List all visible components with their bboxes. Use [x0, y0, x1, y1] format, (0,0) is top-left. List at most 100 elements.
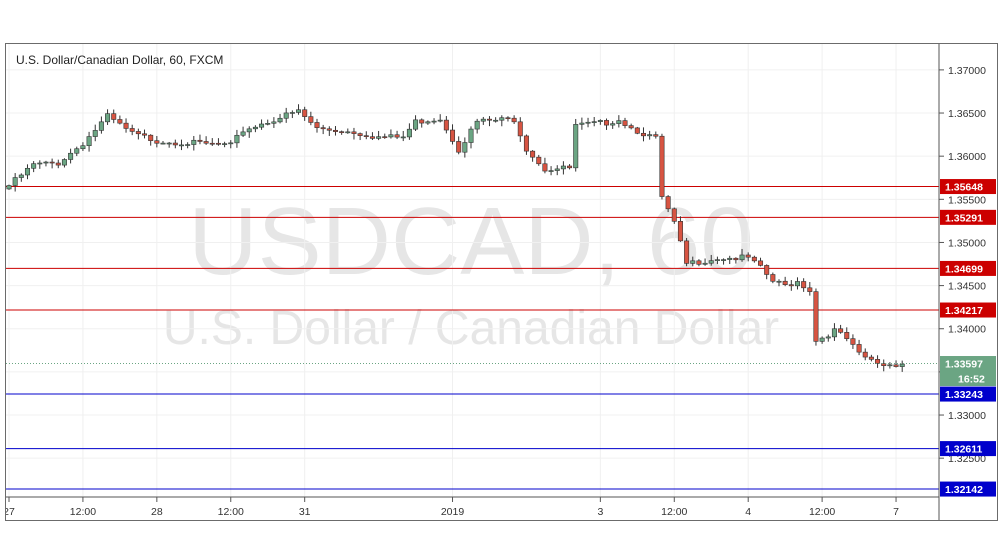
candle [702, 262, 708, 265]
x-tick-label: 12:00 [70, 506, 96, 518]
candle [240, 131, 246, 136]
candle [178, 144, 184, 147]
candle [332, 129, 338, 132]
candle [345, 131, 351, 134]
y-tick-label: 1.34500 [948, 281, 986, 293]
candle [382, 136, 388, 138]
candle [271, 121, 277, 124]
resistance-label: 1.34217 [945, 305, 983, 317]
candle [92, 130, 98, 137]
candle [733, 257, 739, 261]
y-tick-label: 1.36000 [948, 151, 986, 163]
support-label: 1.33243 [945, 389, 983, 401]
candle [887, 364, 893, 367]
candle [604, 120, 610, 126]
candle [80, 145, 86, 150]
candle [893, 364, 899, 367]
candle [684, 240, 690, 264]
watermark-symbol: USDCAD, 60 [188, 188, 754, 295]
candle [406, 128, 412, 138]
candle [296, 109, 302, 113]
candle [548, 170, 554, 172]
x-tick-label: 4 [745, 506, 751, 518]
candle [782, 280, 788, 285]
support-label-box [940, 481, 996, 497]
candle [844, 332, 850, 339]
resistance-label-box [940, 260, 996, 276]
candle [148, 134, 154, 141]
candle [868, 356, 874, 360]
candle [591, 121, 597, 123]
candle [899, 363, 905, 367]
candle [523, 135, 529, 152]
candle [462, 142, 468, 153]
candle [369, 136, 375, 139]
candle [665, 196, 671, 210]
candle [819, 337, 825, 342]
candle [622, 120, 628, 126]
candle [505, 117, 511, 120]
candle [74, 148, 80, 154]
candle [320, 127, 326, 130]
candle [209, 142, 215, 145]
candle [259, 123, 265, 128]
candle [98, 121, 104, 131]
candle [49, 161, 55, 164]
candle [105, 113, 111, 123]
candle [68, 152, 74, 160]
candle [708, 260, 714, 264]
candle [339, 131, 345, 133]
candle [677, 221, 683, 242]
candle [443, 119, 449, 131]
candle [567, 165, 573, 169]
x-tick-label: 12:00 [661, 506, 687, 518]
candle [671, 208, 677, 222]
candle [419, 119, 425, 124]
candle [450, 129, 456, 142]
candle [875, 359, 881, 364]
candle [222, 143, 228, 145]
candle [794, 281, 800, 287]
candle [610, 123, 616, 126]
candle [653, 134, 659, 137]
support-label-box [940, 386, 996, 402]
candle [388, 134, 394, 138]
candle [640, 132, 646, 137]
candle [493, 119, 499, 122]
candle [314, 122, 320, 128]
candle [86, 136, 92, 147]
candle [690, 260, 696, 264]
resistance-label: 1.35291 [945, 212, 983, 224]
candle [425, 121, 431, 124]
candle [357, 133, 363, 136]
candle [215, 142, 221, 145]
candle [302, 109, 308, 117]
candle [400, 136, 406, 139]
candle [437, 119, 443, 122]
candle [573, 124, 579, 169]
candle [363, 135, 369, 137]
candle [185, 144, 191, 146]
candle [142, 133, 148, 136]
y-tick-label: 1.32500 [948, 453, 986, 465]
last-price-box [940, 356, 996, 387]
x-tick-label: 31 [299, 506, 311, 518]
support-label-box [940, 441, 996, 457]
x-tick-label: 12:00 [809, 506, 835, 518]
candle [831, 328, 837, 338]
candle [12, 177, 18, 186]
candle [61, 159, 67, 166]
candle [486, 118, 492, 121]
candle [807, 287, 813, 292]
candle [801, 281, 807, 289]
candle [154, 140, 160, 144]
candle [394, 134, 400, 138]
candle [6, 185, 12, 190]
candle [628, 125, 634, 129]
candle [881, 363, 887, 366]
y-tick-label: 1.34000 [948, 324, 986, 336]
candle [511, 117, 517, 123]
candle [536, 156, 542, 165]
candle [31, 163, 37, 169]
candle [413, 119, 419, 130]
